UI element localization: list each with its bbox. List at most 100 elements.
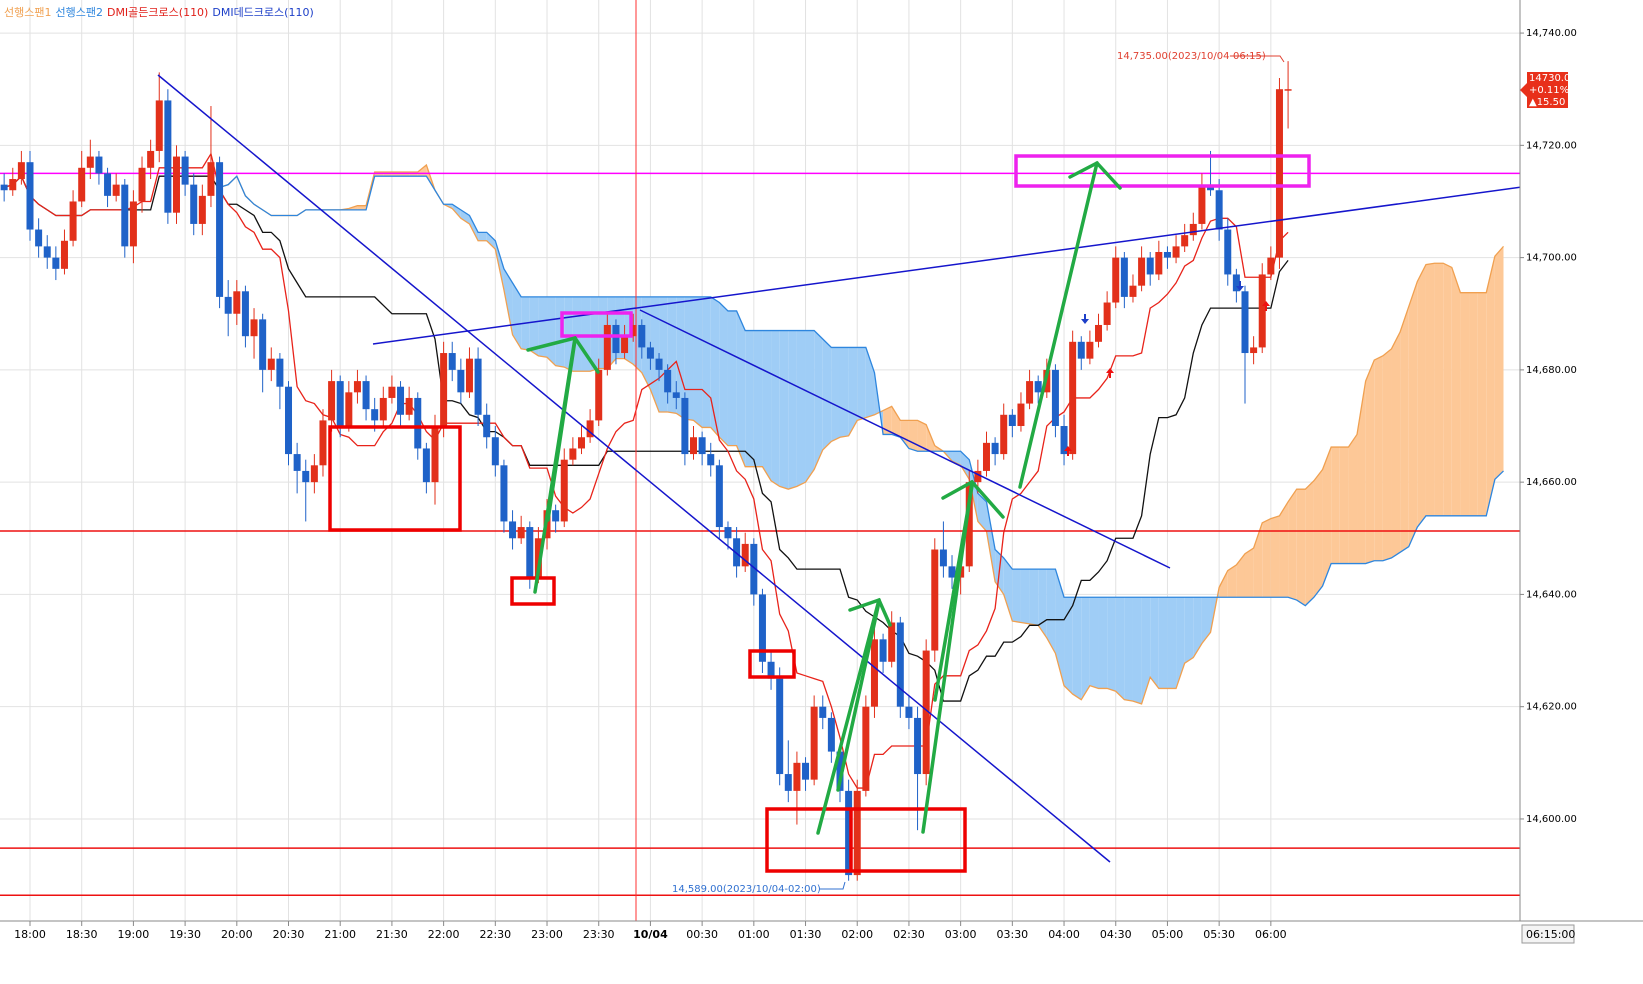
candle-body: [1008, 414, 1016, 427]
candle-body: [741, 543, 749, 567]
cloud: [1201, 597, 1211, 644]
annotations: [157, 0, 1520, 921]
candle-body: [1189, 223, 1197, 236]
cloud: [736, 310, 746, 467]
cloud: [745, 330, 754, 467]
cloud: [1494, 246, 1504, 480]
candle-body: [336, 381, 344, 427]
cloud: [1098, 597, 1108, 689]
candle-body: [233, 291, 241, 314]
cloud: [1348, 434, 1358, 564]
cloud: [1305, 480, 1314, 606]
cloud: [1089, 597, 1099, 689]
change: ▲15.50: [1529, 97, 1565, 108]
cloud: [357, 205, 367, 210]
legend-entry: 선행스팬1: [4, 6, 52, 19]
cloud: [460, 209, 470, 224]
candle-body: [862, 706, 870, 791]
candle-body: [26, 162, 34, 230]
candle-body: [1284, 89, 1292, 91]
legend-entry: 선행스팬2: [55, 6, 103, 19]
candle-body: [621, 336, 629, 354]
candle-body: [328, 381, 336, 421]
candle-body: [922, 650, 930, 775]
candle-body: [465, 358, 473, 393]
legend-entry: DMI데드크로스(110): [212, 6, 314, 19]
candle-body: [1120, 257, 1128, 297]
end-time-box: [1521, 924, 1575, 944]
candle-body: [698, 437, 706, 455]
candle-body: [655, 358, 663, 370]
candle-body: [1232, 274, 1240, 292]
cloud: [1236, 553, 1245, 598]
candle-body: [690, 437, 698, 455]
cloud: [1322, 447, 1332, 586]
y-tick-label: 14,680.00: [1526, 365, 1577, 376]
candle-body: [784, 774, 792, 791]
candle-body: [560, 459, 568, 522]
cloud: [1469, 292, 1478, 516]
candle-body: [948, 566, 956, 578]
candle-body: [509, 521, 517, 539]
cloud: [529, 296, 539, 356]
cloud: [1244, 548, 1254, 598]
cloud: [1055, 569, 1065, 686]
x-tick-label: 22:30: [479, 928, 511, 941]
candle-body: [43, 246, 51, 258]
candle-body: [914, 717, 922, 775]
candle-body: [1017, 403, 1025, 427]
candle-body: [758, 594, 766, 662]
candle-body: [1215, 190, 1223, 230]
cloud: [590, 296, 599, 372]
cloud: [1158, 597, 1168, 689]
cloud: [1279, 501, 1289, 598]
cloud: [865, 347, 875, 418]
candle-body: [241, 291, 249, 337]
candle-body: [129, 201, 137, 247]
cloud: [702, 296, 711, 428]
cloud: [1072, 597, 1082, 700]
candle-body: [638, 324, 646, 348]
price-box: [1520, 72, 1568, 108]
cloud: [1124, 597, 1133, 702]
candle-body: [181, 156, 189, 185]
x-tick-label: 02:00: [841, 928, 873, 941]
candle-body: [319, 420, 327, 466]
candle-body: [810, 706, 818, 780]
last-price: 14730.00: [1529, 73, 1577, 84]
cloud: [1313, 469, 1323, 598]
candle-body: [1086, 341, 1094, 359]
cloud: [564, 296, 573, 372]
candle-body: [379, 397, 387, 421]
cloud: [831, 347, 840, 442]
cloud: [814, 330, 823, 470]
candle-body: [285, 386, 293, 455]
cloud: [1400, 306, 1409, 553]
cloud: [1253, 522, 1263, 598]
candle-body: [767, 661, 775, 679]
candle-body: [526, 527, 534, 578]
candle-body: [138, 167, 146, 202]
candle-body: [896, 622, 904, 707]
cloud: [1443, 263, 1452, 516]
span1-line: [219, 163, 1504, 705]
cloud: [1408, 281, 1418, 547]
candle-body: [534, 538, 542, 578]
candle-body: [1250, 347, 1258, 354]
candle-body: [224, 296, 232, 314]
candle-body: [672, 392, 680, 398]
cloud: [1331, 447, 1340, 564]
cloud: [796, 330, 806, 487]
candle-body: [733, 538, 741, 567]
cloud: [900, 420, 909, 449]
dmi-signals: [1064, 281, 1270, 456]
candle-body: [78, 167, 86, 202]
candle-body: [1198, 184, 1206, 224]
legend-entry: DMI골든크로스(110): [106, 6, 209, 19]
candle-body: [431, 426, 439, 483]
candle-body: [448, 353, 456, 370]
cloud: [469, 215, 479, 241]
candle-body: [250, 319, 258, 337]
candle-body: [0, 184, 8, 191]
